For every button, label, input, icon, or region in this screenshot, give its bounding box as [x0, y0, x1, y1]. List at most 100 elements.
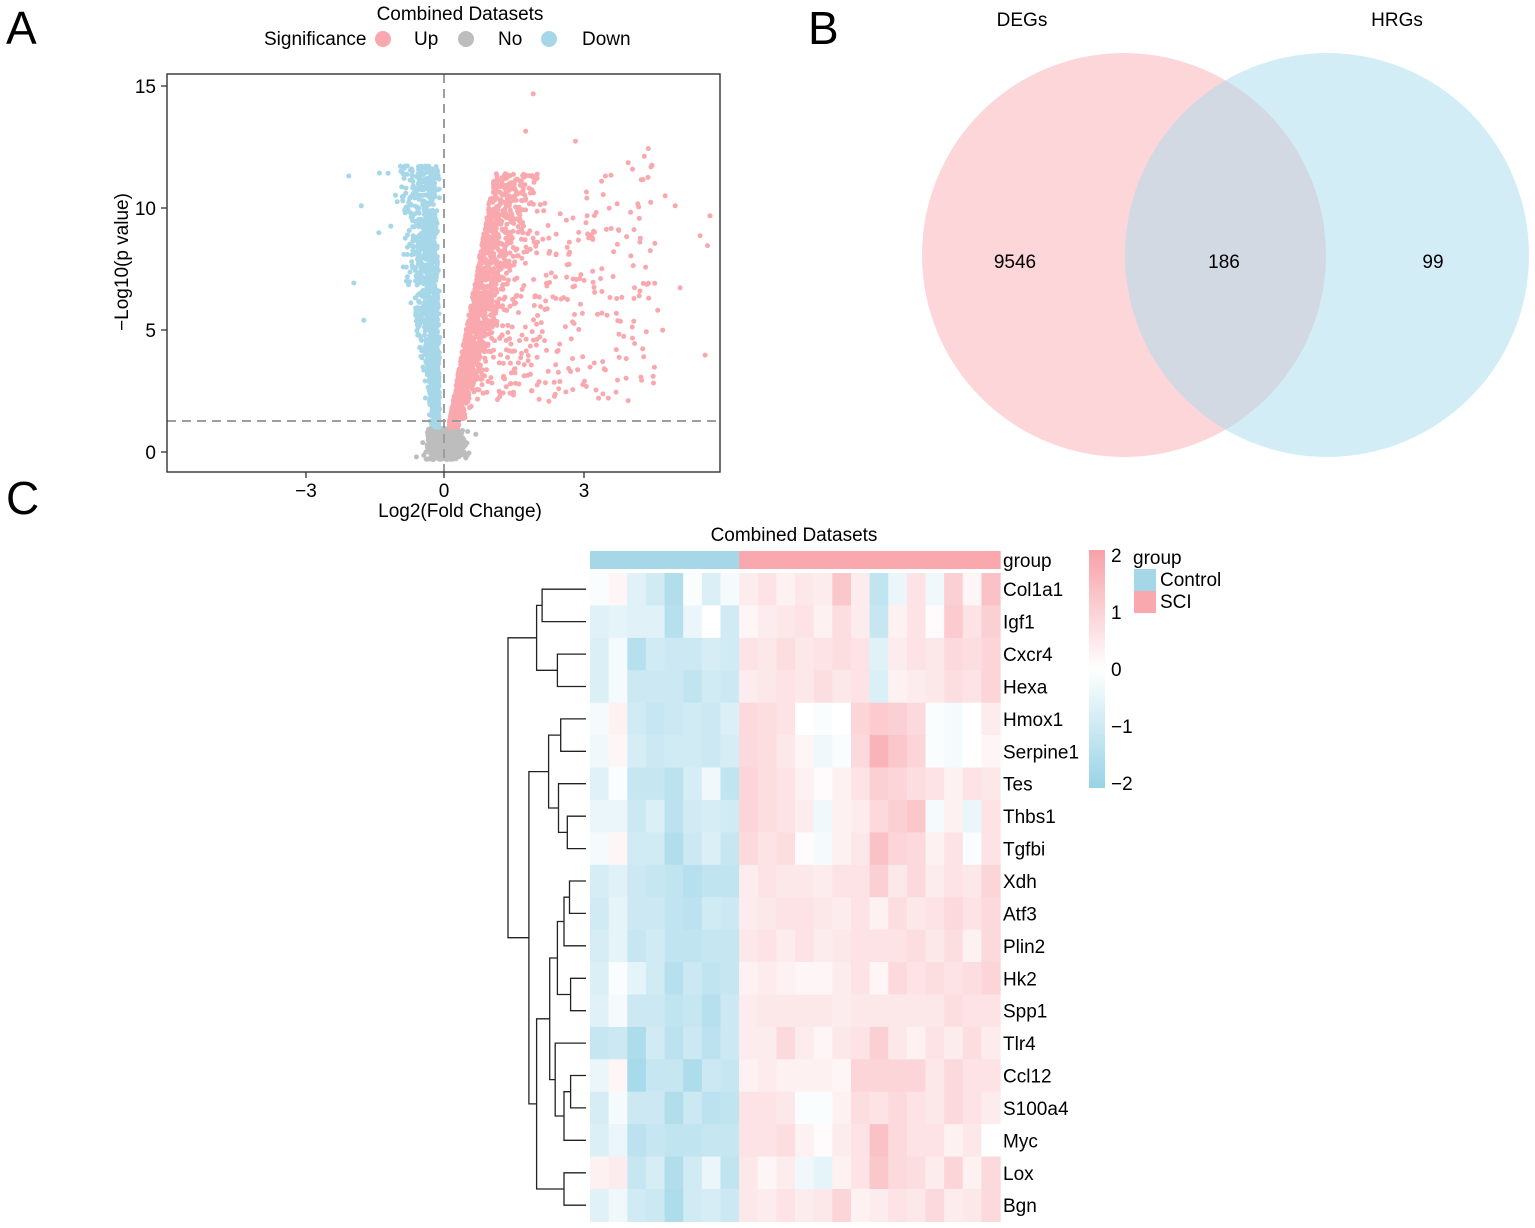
- heatmap-cell-tes-7: [720, 767, 740, 801]
- volcano-point-3256: [493, 215, 499, 221]
- heatmap-cell-bgn-6: [701, 1188, 722, 1222]
- x-tick-label-0: 0: [439, 481, 450, 502]
- volcano-point-3635: [623, 375, 629, 381]
- heatmap-cell-myc-10: [776, 1124, 796, 1158]
- volcano-point-1711: [418, 236, 424, 241]
- volcano-point-3121: [459, 349, 465, 355]
- volcano-point-1403: [418, 275, 423, 281]
- heatmap-cell-ccl12-7: [720, 1059, 740, 1093]
- volcano-point-3501: [577, 276, 583, 282]
- volcano-point-3414: [517, 338, 522, 344]
- heatmap-cell-ccl12-4: [664, 1059, 684, 1093]
- volcano-point-1781: [407, 242, 413, 248]
- volcano-point-1654: [429, 171, 435, 177]
- volcano-point-1704: [434, 264, 440, 270]
- heatmap-cell-hk2-6: [701, 962, 722, 996]
- dendrogram-branch-15: [563, 1172, 586, 1206]
- heatmap-cell-tlr4-9: [757, 1026, 777, 1060]
- heatmap-cell-serpine1-19: [944, 735, 964, 769]
- volcano-point-3288: [490, 210, 496, 215]
- heatmap-cell-lox-5: [683, 1156, 703, 1190]
- volcano-point-216: [420, 440, 426, 446]
- volcano-point-3596: [570, 319, 576, 325]
- legend-label-down: Down: [582, 29, 631, 50]
- volcano-point-3510: [536, 379, 542, 385]
- heatmap-cell-s100a4-21: [981, 1091, 1001, 1125]
- volcano-point-1084: [420, 364, 426, 370]
- heatmap-cell-s100a4-8: [739, 1091, 759, 1125]
- volcano-point-3325: [534, 321, 540, 327]
- gene-label-s100a4: S100a4: [1003, 1099, 1069, 1120]
- volcano-point-3410: [507, 381, 513, 387]
- volcano-point-3664: [630, 166, 635, 172]
- heatmap-cell-tlr4-2: [627, 1026, 647, 1060]
- volcano-point-3429: [563, 389, 569, 395]
- heatmap-cell-hk2-9: [757, 962, 777, 996]
- volcano-point-3497: [528, 362, 534, 368]
- volcano-point-3650: [562, 324, 568, 330]
- heatmap-cell-ccl12-11: [795, 1059, 815, 1093]
- heatmap-cell-igf1-1: [608, 605, 628, 639]
- heatmap-cell-s100a4-19: [944, 1091, 964, 1125]
- heatmap-cell-lox-18: [925, 1156, 945, 1190]
- volcano-y-label: −Log10(p value): [112, 193, 133, 331]
- volcano-point-3350: [521, 249, 527, 255]
- heatmap-cell-cxcr4-12: [813, 637, 833, 671]
- volcano-point-3385: [521, 362, 527, 368]
- volcano-point-3481: [613, 310, 619, 316]
- volcano-point-1511: [413, 305, 419, 311]
- volcano-point-1697: [410, 236, 416, 242]
- annotation-cell-sci-5: [832, 551, 852, 569]
- heatmap-cell-tgfbi-6: [701, 832, 722, 866]
- volcano-point-3375: [500, 323, 506, 329]
- volcano-x-label: Log2(Fold Change): [378, 501, 542, 522]
- heatmap-cell-myc-7: [720, 1124, 740, 1158]
- annotation-cell-sci-1: [757, 551, 777, 569]
- volcano-point-3293: [491, 305, 497, 311]
- heatmap-cell-bgn-9: [757, 1188, 777, 1222]
- volcano-point-3413: [614, 296, 620, 301]
- heatmap-cell-serpine1-14: [850, 735, 871, 769]
- volcano-point-1755: [427, 351, 433, 357]
- volcano-point-3462: [583, 220, 589, 226]
- heatmap-cell-atf3-19: [944, 897, 964, 931]
- volcano-point-2643: [513, 188, 519, 194]
- volcano-point-3374: [542, 338, 548, 344]
- volcano-point-1413: [419, 355, 425, 361]
- volcano-point-3549: [614, 241, 620, 247]
- heatmap-cell-s100a4-14: [850, 1091, 871, 1125]
- volcano-point-1331: [437, 195, 442, 201]
- volcano-point-3261: [461, 407, 467, 413]
- volcano-point-3342: [557, 341, 563, 347]
- volcano-point-3193: [510, 253, 516, 259]
- heatmap-cell-tgfbi-9: [757, 832, 777, 866]
- volcano-point-3474: [529, 388, 535, 394]
- heatmap-cell-cxcr4-8: [739, 637, 759, 671]
- heatmap-cell-tlr4-10: [776, 1026, 796, 1060]
- annotation-bar-label: group: [1003, 551, 1052, 572]
- volcano-point-1839: [534, 208, 540, 214]
- heatmap-cell-cxcr4-3: [645, 637, 666, 671]
- volcano-point-3699: [361, 317, 367, 323]
- volcano-point-1760: [428, 211, 434, 217]
- heatmap-cell-igf1-12: [813, 605, 833, 639]
- heatmap-cell-hmox1-8: [739, 702, 759, 736]
- heatmap-cell-col1a1-6: [701, 573, 722, 607]
- dendrogram-branch-2: [535, 604, 558, 671]
- heatmap-cell-tes-14: [850, 767, 871, 801]
- volcano-point-3184: [507, 234, 513, 240]
- annotation-cell-sci-9: [906, 551, 927, 569]
- heatmap-cell-col1a1-16: [888, 573, 908, 607]
- volcano-point-3381: [500, 286, 506, 292]
- volcano-point-3456: [488, 375, 494, 381]
- volcano-point-3265: [456, 397, 462, 403]
- heatmap-cell-hmox1-16: [888, 702, 908, 736]
- y-tick-label-15: 15: [135, 77, 156, 98]
- heatmap-cell-tes-10: [776, 767, 796, 801]
- volcano-point-1380: [428, 282, 434, 288]
- volcano-point-1633: [434, 299, 439, 305]
- heatmap-cell-igf1-17: [906, 605, 927, 639]
- volcano-point-3569: [533, 243, 539, 249]
- volcano-point-2957: [502, 183, 508, 189]
- annotation-cell-sci-13: [981, 551, 1001, 569]
